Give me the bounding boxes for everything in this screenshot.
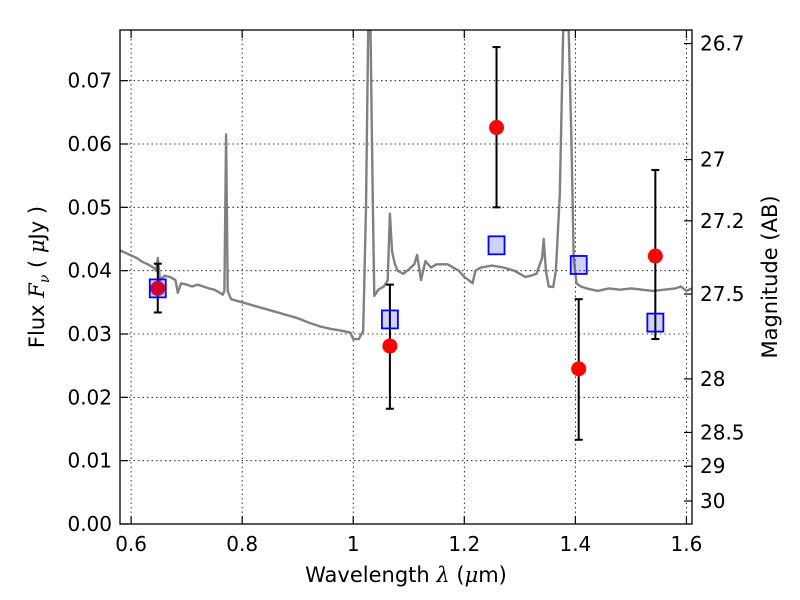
model-point xyxy=(569,255,588,275)
x-tick-label: 0.6 xyxy=(115,532,147,556)
observed-points xyxy=(150,120,663,377)
y-tick-label: 0.03 xyxy=(67,322,112,346)
y2-axis-title: Magnitude (AB) xyxy=(758,195,782,358)
model-points xyxy=(148,235,665,333)
model-point xyxy=(487,235,506,256)
x-tick-label: 1.4 xyxy=(559,532,591,556)
x-tick-labels: 0.6 0.8 1 1.2 1.4 1.6 xyxy=(115,532,702,556)
y-axis-title: Flux Fν ( μJy ) xyxy=(25,206,53,348)
observed-point xyxy=(489,120,505,136)
model-point xyxy=(646,312,665,333)
observed-point xyxy=(150,280,166,296)
y2-tick-label: 26.7 xyxy=(700,32,745,56)
plot-area xyxy=(120,30,692,441)
plot-frame xyxy=(119,29,693,525)
y2-tick-label: 28.5 xyxy=(700,420,745,444)
y-tick-label: 0.06 xyxy=(67,132,112,156)
x-tick-label: 1 xyxy=(347,532,360,556)
x-tick-label: 1.6 xyxy=(671,532,703,556)
observed-point xyxy=(382,338,398,354)
tick-marks xyxy=(120,30,692,525)
y2-tick-label: 28 xyxy=(700,367,725,391)
y-tick-label: 0.07 xyxy=(67,69,112,93)
plot-background xyxy=(120,30,692,524)
y-tick-label: 0.01 xyxy=(67,449,112,473)
y-tick-label: 0.05 xyxy=(67,195,112,219)
y2-tick-label: 27.5 xyxy=(700,282,745,306)
x-tick-label: 0.8 xyxy=(226,532,258,556)
model-point xyxy=(148,278,167,299)
x-tick-label: 1.2 xyxy=(448,532,480,556)
observed-point xyxy=(571,361,587,377)
y2-tick-labels: 26.7 27 27.2 27.5 28 28.5 29 30 xyxy=(700,32,745,513)
y2-tick-label: 29 xyxy=(700,454,725,478)
y2-tick-label: 27 xyxy=(700,148,725,172)
x-axis-title: Wavelength λ (μm) xyxy=(305,563,507,587)
y2-tick-label: 27.2 xyxy=(700,209,745,233)
y-tick-label: 0.00 xyxy=(67,512,112,536)
observed-point xyxy=(647,248,663,264)
y-tick-label: 0.04 xyxy=(67,259,112,283)
spectrum-line xyxy=(120,30,692,341)
model-point xyxy=(380,309,399,330)
y-tick-labels: 0.00 0.01 0.02 0.03 0.04 0.05 0.06 0.07 xyxy=(67,69,112,536)
y2-tick-label: 30 xyxy=(700,489,725,513)
y-tick-label: 0.02 xyxy=(67,385,112,409)
